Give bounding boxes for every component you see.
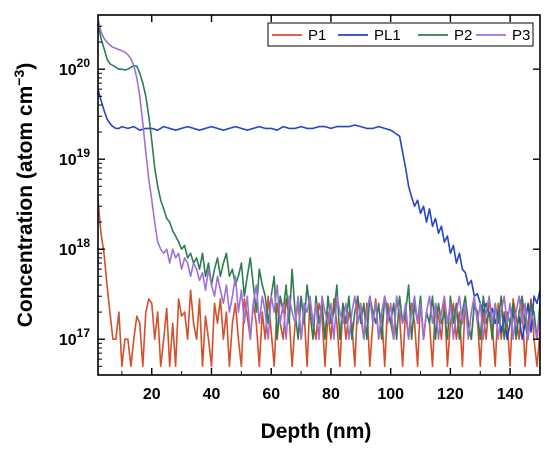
series-line-p2 (97, 23, 541, 340)
x-tick-label: 60 (262, 386, 280, 403)
y-axis-title-main: Concentration (atom cm (14, 86, 37, 328)
y-tick-label: 1017 (59, 326, 90, 349)
x-tick-label: 20 (143, 386, 161, 403)
x-axis-title: Depth (nm) (261, 420, 372, 443)
x-tick-label: 100 (377, 386, 404, 403)
legend-box (267, 22, 534, 47)
x-tick-label: 40 (203, 386, 221, 403)
series-line-p3 (97, 18, 541, 340)
y-tick-label: 1019 (59, 146, 90, 169)
legend-label-p2: P2 (454, 27, 472, 44)
legend-label-p1: P1 (308, 27, 326, 44)
x-tick-label: 120 (437, 386, 464, 403)
x-tick-label: 80 (322, 386, 340, 403)
y-axis-title-exponent: −3 (11, 70, 27, 86)
x-axis: 20 40 60 80 100 120 140 (121, 15, 541, 403)
y-axis: 1017 1018 1019 1020 (59, 14, 540, 376)
series-layer (97, 18, 541, 368)
legend: P1 PL1 P2 P3 (267, 22, 534, 47)
y-axis-title-close: ) (14, 63, 37, 70)
legend-label-pl1: PL1 (374, 27, 401, 44)
x-tick-label: 140 (497, 386, 524, 403)
series-line-p1 (97, 200, 541, 368)
y-tick-label: 1020 (59, 56, 90, 79)
y-axis-title: Concentration (atom cm−3) (11, 63, 37, 328)
legend-label-p3: P3 (512, 27, 530, 44)
y-tick-label: 1018 (59, 236, 90, 259)
